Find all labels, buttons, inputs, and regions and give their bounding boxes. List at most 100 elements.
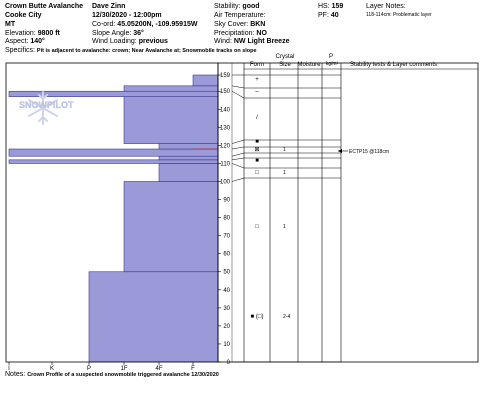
specifics-value: Pit is adjacent to avalanche: crown; Nea… [36, 48, 257, 54]
depth-tick-label: 20 [223, 324, 230, 330]
layer-connector [231, 85, 245, 89]
hardness-axis: I K P 1F 4F F [8, 362, 195, 372]
p-header: P [329, 54, 333, 60]
slope-label: Slope Angle: [92, 30, 132, 37]
slope-value: 36° [133, 30, 144, 37]
depth-tick-label: 60 [223, 252, 230, 258]
wind-value: NW Light Breeze [233, 38, 290, 45]
stability-value: good [242, 3, 260, 10]
air-temp-row: Air Temperature: [214, 12, 266, 19]
slope-row: Slope Angle: 36° [92, 30, 144, 37]
hardness-layer [158, 143, 219, 150]
stability-annotation: ECTP15 @118cm [338, 149, 389, 155]
state: MT [5, 21, 16, 28]
datetime: 12/30/2020 - 12:00pm [92, 12, 162, 19]
layer-connector [231, 91, 245, 99]
depth-tick-label: 30 [223, 306, 230, 312]
moisture-header: Moisture [297, 62, 321, 68]
layer-connector [231, 152, 245, 157]
wind-loading-value: previous [138, 38, 168, 45]
wind-loading-row: Wind Loading: previous [92, 38, 168, 45]
depth-tick-label: 50 [223, 270, 230, 276]
depth-tick-label: 40 [223, 288, 230, 294]
hardness-tick-label: 1F [120, 366, 127, 372]
coords-value: 45.05200N, -109.95915W [117, 21, 198, 28]
layer-connector [231, 157, 245, 161]
coords-label: Co-ord: [92, 21, 116, 28]
aspect-row: Aspect: 140° [5, 38, 45, 45]
grain-form-symbol: + [255, 77, 259, 83]
depth-tick-label: 70 [223, 234, 230, 240]
grain-form-symbol: ⊠ [254, 147, 259, 153]
precip-label: Precipitation: [214, 30, 255, 37]
specifics-label: Specifics: [5, 47, 35, 54]
depth-axis: 0 10 20 30 40 50 60 70 80 90 100 110 120 130 140 150 159 [218, 73, 231, 366]
elevation-value: 9800 ft [37, 30, 60, 37]
depth-tick-label: 130 [220, 125, 231, 131]
depth-tick-label: 150 [220, 89, 231, 95]
coords-row: Co-ord: 45.05200N, -109.95915W [92, 21, 197, 28]
wind-loading-label: Wind Loading: [92, 38, 137, 45]
grain-size: 1 [283, 170, 286, 176]
air-temp-label: Air Temperature: [214, 12, 266, 19]
hardness-tick-label: K [50, 366, 54, 372]
hardness-tick-label: 4F [155, 366, 162, 372]
layer-note-range: 118-114cm: [366, 12, 392, 18]
sky-cover-label: Sky Cover: [214, 21, 249, 28]
depth-tick-label: 100 [220, 179, 231, 185]
stability-test-result: ECTP15 @118cm [349, 149, 389, 155]
depth-tick-label: 80 [223, 216, 230, 222]
hardness-layer [158, 155, 219, 161]
elevation-row: Elevation: 9800 ft [5, 30, 60, 37]
stability-row: Stability: good [214, 3, 260, 10]
observer: Dave Zinn [92, 3, 126, 10]
depth-tick-label: 90 [223, 198, 230, 204]
sky-cover-value: BKN [250, 21, 266, 28]
depth-tick-label: 110 [220, 161, 230, 167]
pf-row: PF: 40 [318, 12, 339, 19]
hs-row: HS: 159 [318, 3, 343, 10]
grain-size: 1 [283, 147, 286, 153]
elevation-label: Elevation: [5, 30, 36, 37]
hs-value: 159 [331, 3, 344, 10]
watermark-text: SNOWPILOT [19, 100, 74, 110]
layer-notes-label: Layer Notes: [366, 3, 406, 10]
hardness-layer [123, 96, 219, 144]
depth-tick-label: 0 [227, 360, 231, 366]
hardness-layer [158, 163, 219, 182]
hardness-layer [123, 85, 219, 92]
layer-connector [231, 177, 245, 182]
depth-tick-label: 159 [220, 73, 231, 79]
hardness-layer [192, 74, 219, 87]
pf-label: PF: [318, 12, 329, 19]
depth-tick-label: 140 [220, 107, 231, 113]
arrow-left-icon [338, 149, 342, 153]
grain-form-symbol: ■ [255, 139, 259, 145]
specifics-row: Specifics: Pit is adjacent to avalanche:… [5, 47, 257, 55]
layer-note-text: Problematic layer [393, 12, 432, 18]
hardness-tick-label: P [87, 366, 91, 372]
sky-cover-row: Sky Cover: BKN [214, 21, 265, 28]
notes-label: Notes: [5, 371, 26, 378]
hs-label: HS: [318, 3, 330, 10]
hardness-layer [8, 159, 219, 164]
grain-forms: + – / ■ ⊠ 1 ■ □ 1 □ 1 ■ (□) 2-4 [251, 77, 291, 320]
snowflake-icon [28, 91, 58, 125]
hardness-layers [8, 74, 219, 363]
location: Cooke City [5, 12, 42, 19]
notes-value: Crown Profile of a suspected snowmobile … [27, 372, 219, 378]
wind-label: Wind: [214, 38, 232, 45]
hardness-layer [8, 148, 219, 157]
crystal-header: Crystal [276, 54, 295, 60]
snowpilot-watermark: SNOWPILOT [19, 91, 74, 125]
grain-form-symbol: – [255, 89, 259, 95]
density-header: kg/m³ [326, 61, 339, 67]
wind-row: Wind: NW Light Breeze [214, 38, 289, 45]
grain-form-symbol: ■ (□) [251, 314, 264, 320]
notes-row: Notes: Crown Profile of a suspected snow… [5, 371, 219, 379]
layer-connector [231, 163, 245, 169]
hardness-layer [123, 181, 219, 273]
form-header: Form [250, 62, 264, 68]
depth-tick-label: 120 [220, 143, 231, 149]
